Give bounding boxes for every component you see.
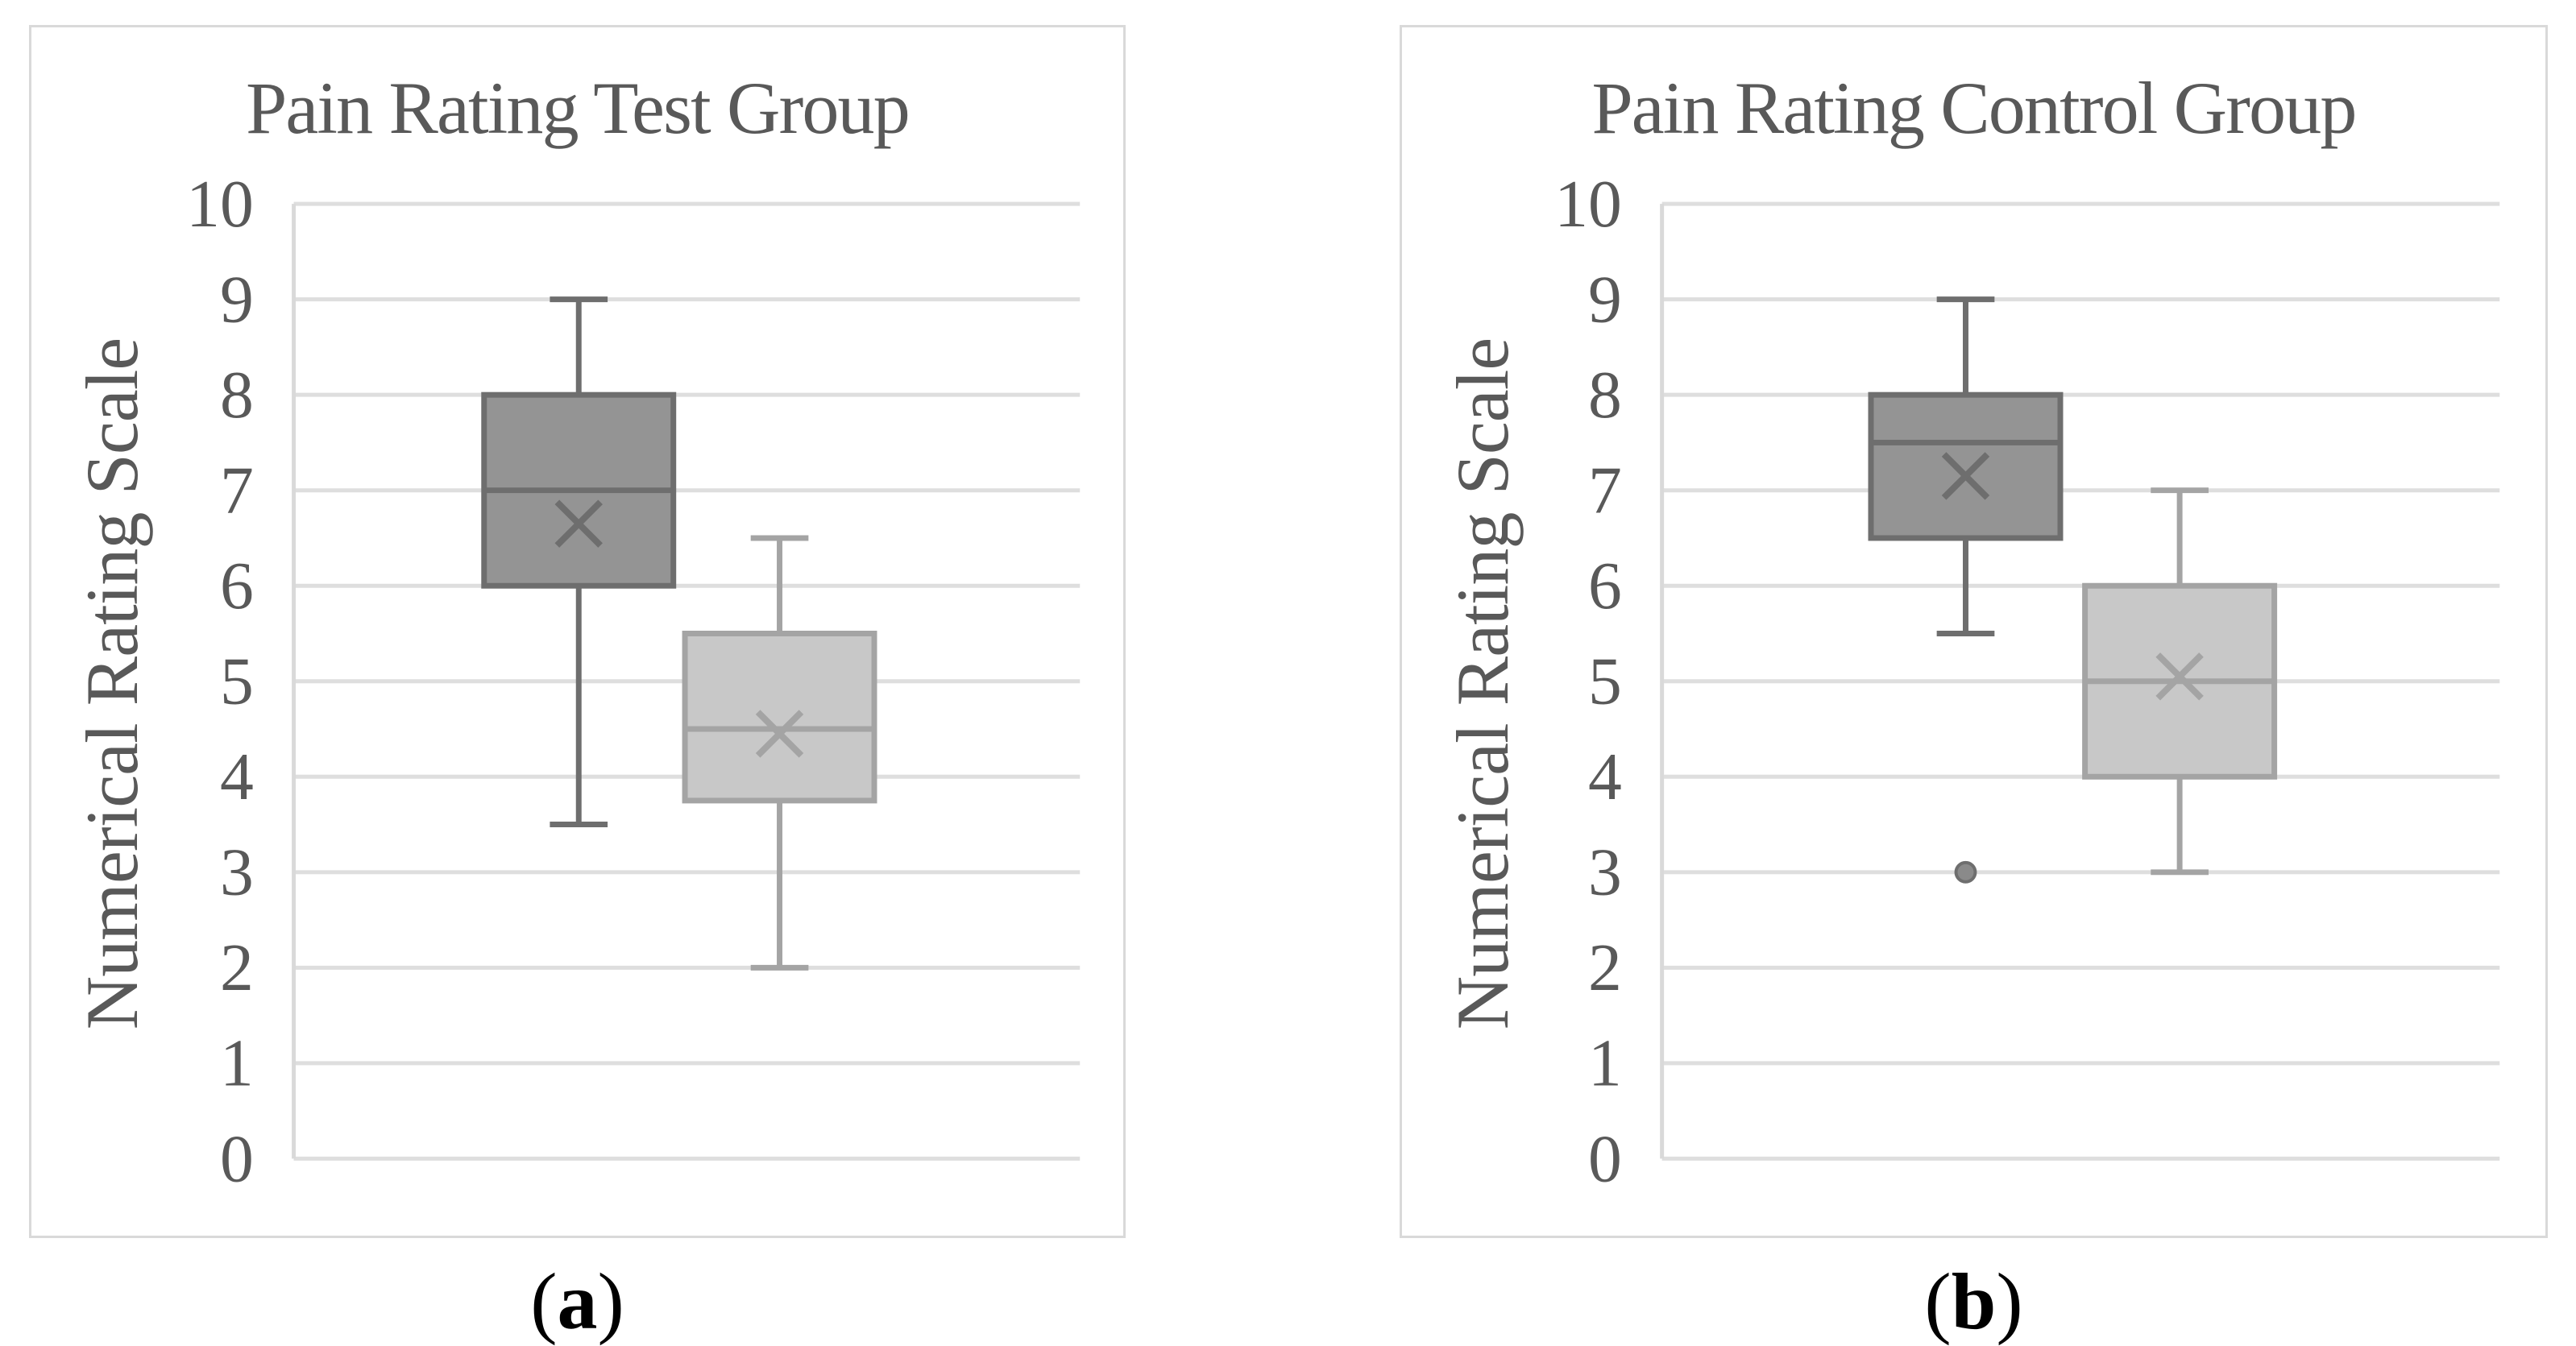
chart-title-b: Pain Rating Control Group bbox=[1591, 67, 2357, 149]
mean-x-marker bbox=[554, 499, 603, 548]
y-tick-label: 5 bbox=[1588, 644, 1622, 719]
y-tick-label: 9 bbox=[1588, 263, 1622, 338]
subfigure-caption-b: (b) bbox=[1400, 1261, 2548, 1342]
y-tick-label: 5 bbox=[220, 644, 254, 719]
boxplot-svg-b: 0 1 2 3 4 5 6 7 8 9 10 bbox=[1554, 167, 2500, 1196]
box bbox=[1868, 391, 2064, 541]
y-tick-label: 10 bbox=[1554, 167, 1622, 242]
y-tick-label: 0 bbox=[1588, 1121, 1622, 1196]
y-tick-label: 1 bbox=[1588, 1026, 1622, 1101]
y-tick-label: 6 bbox=[220, 549, 254, 623]
caption-close-paren: ) bbox=[1996, 1257, 2023, 1346]
y-tick-label: 4 bbox=[1588, 739, 1622, 814]
mean-x-marker bbox=[2155, 652, 2204, 701]
boxplot-svg-a: 0 1 2 3 4 5 6 7 8 9 10 bbox=[186, 167, 1081, 1196]
box bbox=[682, 631, 877, 804]
y-tick-label: 8 bbox=[1588, 358, 1622, 433]
chart-panel-b: 0 1 2 3 4 5 6 7 8 9 10 Pain Rating Control Group N… bbox=[1400, 25, 2548, 1238]
y-tick-label: 10 bbox=[186, 167, 254, 242]
caption-open-paren: ( bbox=[530, 1257, 558, 1346]
y-tick-label: 7 bbox=[220, 453, 254, 528]
subfigure-caption-a: (a) bbox=[29, 1261, 1126, 1342]
y-tick-label: 2 bbox=[1588, 930, 1622, 1005]
y-tick-label: 4 bbox=[220, 739, 254, 814]
caption-letter: a bbox=[557, 1257, 598, 1346]
mean-x-marker bbox=[755, 710, 804, 758]
caption-letter: b bbox=[1951, 1257, 1997, 1346]
mean-x-marker bbox=[1941, 452, 1990, 500]
y-tick-label: 0 bbox=[220, 1121, 254, 1196]
outlier-point bbox=[1954, 860, 1977, 884]
caption-close-paren: ) bbox=[597, 1257, 624, 1346]
y-tick-label: 2 bbox=[220, 930, 254, 1005]
y-tick-label: 8 bbox=[220, 358, 254, 433]
y-tick-label: 3 bbox=[220, 835, 254, 910]
y-axis-title-a: Numerical Rating Scale bbox=[71, 338, 153, 1030]
y-tick-label: 3 bbox=[1588, 835, 1622, 910]
y-tick-label: 6 bbox=[1588, 549, 1622, 623]
y-tick-label: 1 bbox=[220, 1026, 254, 1101]
caption-open-paren: ( bbox=[1924, 1257, 1952, 1346]
chart-title-a: Pain Rating Test Group bbox=[246, 67, 911, 149]
chart-panel-a: 0 1 2 3 4 5 6 7 8 9 10 Pain Rating Test Group Nume… bbox=[29, 25, 1126, 1238]
y-tick-label: 7 bbox=[1588, 453, 1622, 528]
y-tick-label: 9 bbox=[220, 263, 254, 338]
y-axis-title-b: Numerical Rating Scale bbox=[1441, 338, 1524, 1030]
